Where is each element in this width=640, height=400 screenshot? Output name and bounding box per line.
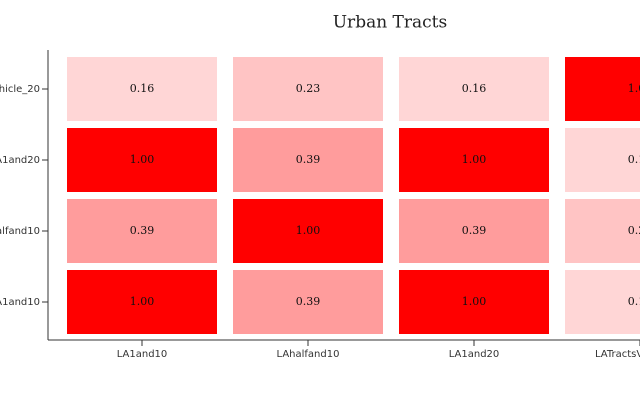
cell-value: 1.00: [462, 295, 487, 308]
cell-value: 1.00: [130, 153, 155, 166]
heat-cell: [399, 199, 549, 263]
cell-value: 1.00: [296, 224, 321, 237]
cell-value: 0.39: [462, 224, 487, 237]
heat-cell: [565, 270, 640, 334]
cell-value: 0.39: [296, 153, 321, 166]
cell-value: 0.23: [628, 224, 640, 237]
cell-value: 1.00: [462, 153, 487, 166]
heat-cell: [67, 270, 217, 334]
x-tick-label: LATractsV: [595, 349, 640, 360]
cell-value: 0.16: [628, 295, 640, 308]
cell-value: 0.23: [296, 82, 321, 95]
y-tick-label: A1and10: [0, 297, 40, 308]
heat-cell: [565, 199, 640, 263]
y-tick-label: ehicle_20: [0, 84, 40, 95]
cell-value: 0.39: [296, 295, 321, 308]
cell-value: 0.16: [628, 153, 640, 166]
heat-cell: [565, 128, 640, 192]
heat-cell: [67, 128, 217, 192]
cell-value: 0.16: [462, 82, 487, 95]
heat-cell: [233, 270, 383, 334]
heat-cell: [399, 128, 549, 192]
cell-value: 1.00: [628, 82, 640, 95]
heat-cell: [67, 199, 217, 263]
cell-value: 0.39: [130, 224, 155, 237]
heat-cell: [565, 57, 640, 121]
x-tick-label: LAhalfand10: [277, 349, 340, 360]
chart-title: Urban Tracts: [333, 13, 448, 33]
y-tick-label: alfand10: [0, 226, 40, 237]
cell-value: 0.16: [130, 82, 155, 95]
heat-cell: [399, 57, 549, 121]
heat-cell: [399, 270, 549, 334]
x-tick-label: LA1and10: [117, 349, 168, 360]
heat-cell: [233, 128, 383, 192]
x-tick-label: LA1and20: [449, 349, 500, 360]
y-tick-label: A1and20: [0, 155, 40, 166]
heat-cell: [67, 57, 217, 121]
heat-cell: [233, 199, 383, 263]
heat-cell: [233, 57, 383, 121]
cell-value: 1.00: [130, 295, 155, 308]
